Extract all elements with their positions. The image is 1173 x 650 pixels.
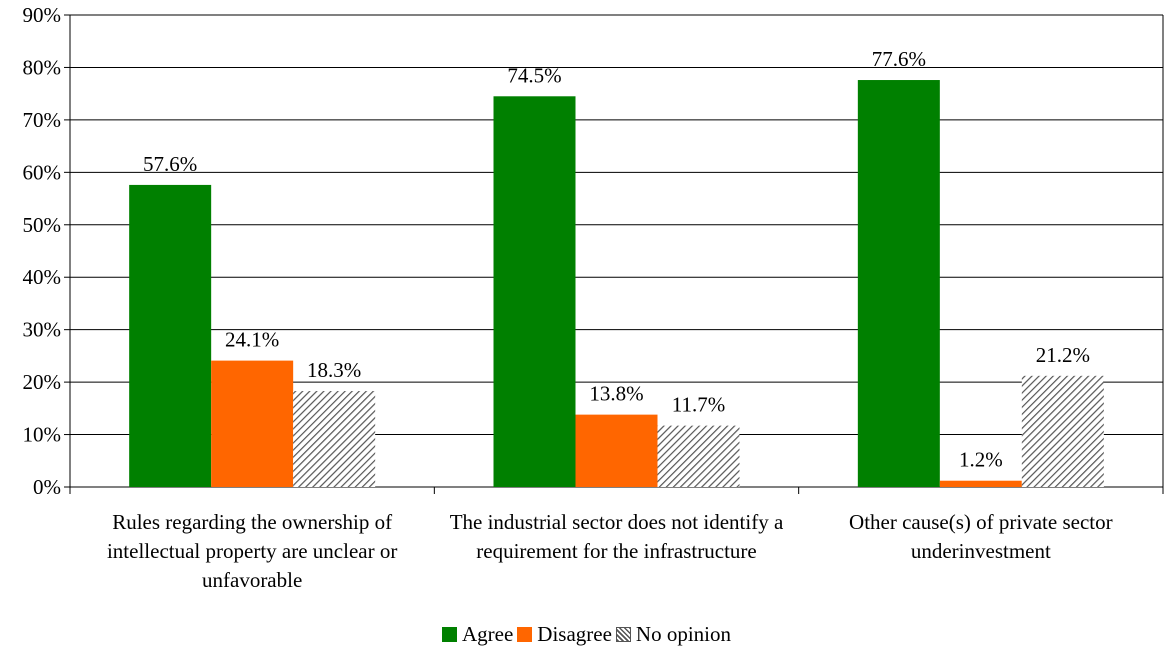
bar-no-opinion — [657, 425, 740, 487]
bar-disagree — [211, 360, 294, 487]
bar-agree — [129, 184, 212, 488]
y-tick-label: 50% — [23, 213, 62, 237]
y-tick-label: 90% — [23, 3, 62, 27]
legend: Agree Disagree No opinion — [0, 621, 1173, 648]
bar-chart: 0% 10% 20% 30% 40% 50% 60% 70% 80% 90% 57.6% 74.5%… — [23, 3, 1164, 499]
data-label-disagree: 1.2% — [959, 448, 1003, 472]
y-tick-label: 40% — [23, 265, 62, 289]
bar-disagree — [575, 414, 658, 487]
legend-item-disagree: Disagree — [517, 621, 612, 647]
data-label-disagree: 24.1% — [225, 328, 279, 352]
data-label-no-opinion: 11.7% — [672, 393, 725, 417]
legend-label: No opinion — [635, 622, 732, 646]
bar-agree — [857, 80, 940, 487]
legend-item-agree: Agree — [441, 621, 514, 647]
data-label-no-opinion: 21.2% — [1036, 343, 1090, 367]
data-label-agree: 74.5% — [507, 63, 561, 87]
y-tick-label: 0% — [33, 475, 61, 499]
x-category-label: Other cause(s) of private sector underin… — [849, 510, 1113, 563]
legend-label: Disagree — [537, 622, 612, 646]
legend-label: Agree — [461, 622, 514, 646]
axes: 0% 10% 20% 30% 40% 50% 60% 70% 80% 90% — [23, 3, 1164, 499]
bar-no-opinion — [293, 391, 376, 487]
bars — [129, 80, 1104, 488]
data-label-disagree: 13.8% — [589, 382, 643, 406]
x-category-label: The industrial sector does not identify … — [449, 510, 784, 563]
y-tick-label: 80% — [23, 55, 62, 79]
legend-swatch — [441, 626, 457, 642]
y-tick-label: 60% — [23, 160, 62, 184]
legend-swatch — [615, 626, 631, 642]
data-labels: 57.6% 74.5% 77.6% 24.1% 13.8% 1.2% 18.3% 11.7% 2… — [143, 47, 1090, 472]
bar-agree — [493, 96, 576, 488]
x-category-label: Rules regarding the ownership of intelle… — [106, 510, 398, 592]
bar-disagree — [939, 480, 1022, 487]
y-tick-label: 10% — [23, 423, 62, 447]
y-tick-label: 70% — [23, 108, 62, 132]
y-tick-label: 30% — [23, 318, 62, 342]
data-label-agree: 77.6% — [872, 47, 926, 71]
legend-item-no-opinion: No opinion — [615, 621, 732, 647]
data-label-agree: 57.6% — [143, 152, 197, 176]
legend-swatch — [517, 626, 533, 642]
data-label-no-opinion: 18.3% — [307, 358, 361, 382]
bar-no-opinion — [1021, 375, 1104, 487]
y-tick-label: 20% — [23, 370, 62, 394]
